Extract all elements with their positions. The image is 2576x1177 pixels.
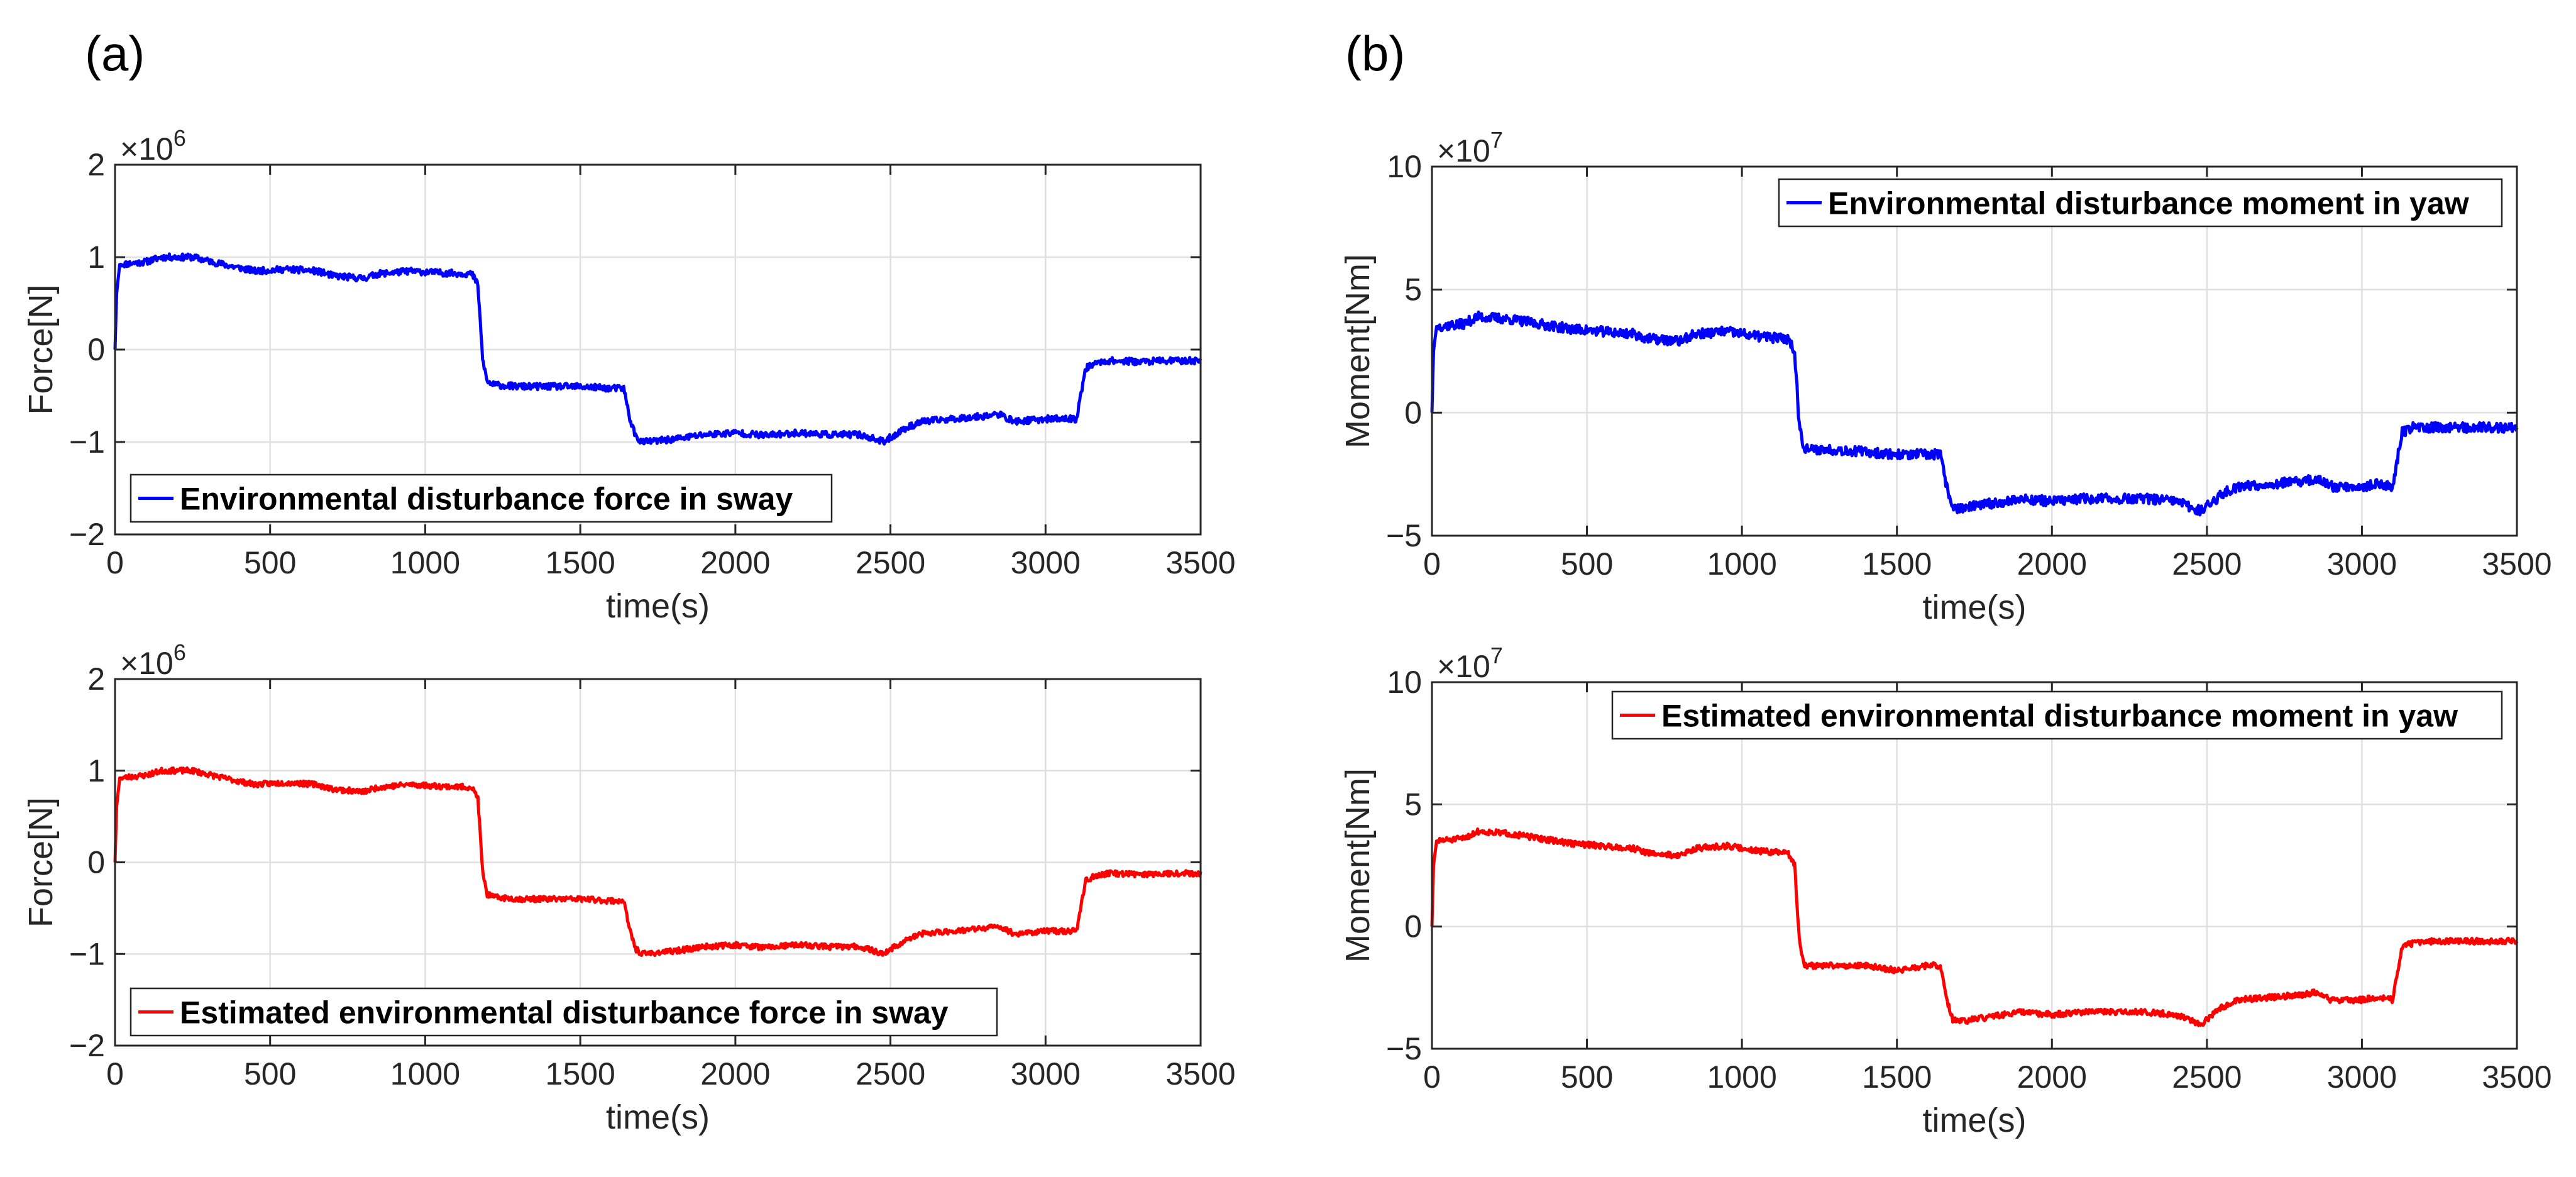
y-tick-label: 10: [1387, 149, 1422, 184]
axes-frame: [1431, 681, 2518, 1050]
x-tick-label: 2500: [2172, 546, 2242, 582]
axes-frame: [1431, 165, 2518, 537]
x-tick-label: 3500: [1165, 545, 1235, 580]
x-tick-label: 1000: [1707, 1059, 1777, 1095]
x-tick-label: 0: [1423, 546, 1441, 582]
x-tick-label: 1500: [546, 545, 615, 580]
x-tick-label: 1000: [390, 1056, 460, 1091]
x-axis-label: time(s): [606, 1098, 710, 1136]
legend: Estimated environmental disturbance mome…: [1611, 690, 2503, 740]
axis-exponent-base: ×10: [120, 131, 173, 167]
panel-label-a: (a): [85, 26, 145, 81]
axis-exponent-base: ×10: [120, 646, 173, 681]
series-line: [1430, 827, 2519, 1027]
y-tick-label: 2: [87, 147, 105, 182]
y-axis-label: Moment[Nm]: [1339, 254, 1377, 448]
x-tick-label: 1500: [546, 1056, 615, 1091]
y-tick-label: −5: [1386, 518, 1422, 553]
x-tick-label: 2500: [856, 1056, 925, 1091]
x-tick-label: 2000: [2017, 546, 2087, 582]
x-tick-label: 3500: [2482, 1059, 2551, 1095]
x-axis-label: time(s): [1923, 588, 2027, 626]
y-axis-label: Force[N]: [22, 284, 60, 414]
y-tick-label: −5: [1386, 1031, 1422, 1066]
axis-exponent-base: ×10: [1437, 649, 1490, 684]
y-tick-label: −1: [69, 424, 105, 460]
legend: Environmental disturbance moment in yaw: [1778, 178, 2503, 228]
y-tick-label: 1: [87, 753, 105, 788]
x-tick-label: 500: [1561, 546, 1613, 582]
axis-exponent: ×107: [1437, 127, 1503, 169]
x-tick-label: 2000: [700, 545, 770, 580]
x-tick-label: 2500: [856, 545, 925, 580]
x-tick-label: 1500: [1862, 546, 1932, 582]
y-tick-label: 0: [87, 332, 105, 367]
axis-exponent: ×107: [1437, 643, 1503, 684]
series-line: [113, 252, 1203, 446]
y-axis-label: Moment[Nm]: [1339, 768, 1377, 963]
series-line: [1430, 310, 2519, 517]
series-line: [113, 766, 1203, 958]
x-tick-label: 3000: [1011, 545, 1081, 580]
x-tick-label: 2000: [700, 1056, 770, 1091]
legend: Estimated environmental disturbance forc…: [129, 987, 998, 1037]
plot-area: [1432, 167, 2517, 536]
y-axis-label: Force[N]: [22, 797, 60, 927]
x-axis-label: time(s): [606, 587, 710, 625]
legend-label: Estimated environmental disturbance forc…: [180, 995, 949, 1031]
y-tick-label: 10: [1387, 665, 1422, 700]
y-tick-label: −2: [69, 517, 105, 552]
legend-box: [1778, 178, 2503, 228]
chart-2: 0 500 1000 1500 2000 2500 3000 3500 −2 −1 0 1 2 ×106 t…: [22, 639, 1236, 1136]
x-tick-label: 500: [244, 1056, 296, 1091]
legend-label: Estimated environmental disturbance mome…: [1661, 699, 2458, 734]
x-tick-label: 1500: [1862, 1059, 1932, 1095]
x-tick-label: 3000: [2327, 1059, 2397, 1095]
y-tick-label: 0: [1404, 909, 1422, 944]
x-tick-label: 3000: [1011, 1056, 1081, 1091]
chart-1: 0 500 1000 1500 2000 2500 3000 3500 −2 −1 0 1 2 ×106 t…: [22, 125, 1236, 625]
x-tick-label: 500: [244, 545, 296, 580]
x-tick-label: 500: [1561, 1059, 1613, 1095]
legend: Environmental disturbance force in sway: [129, 473, 833, 523]
panel-label-b: (b): [1345, 26, 1406, 81]
y-tick-label: 5: [1404, 272, 1422, 307]
y-tick-label: 0: [87, 845, 105, 880]
y-tick-label: −2: [69, 1028, 105, 1063]
x-tick-label: 0: [106, 1056, 124, 1091]
y-tick-label: −1: [69, 936, 105, 971]
axis-exponent-power: 6: [173, 639, 186, 665]
x-axis-label: time(s): [1923, 1102, 2027, 1139]
axis-exponent: ×106: [120, 125, 186, 167]
y-tick-label: 5: [1404, 787, 1422, 822]
axis-exponent-power: 6: [173, 125, 186, 151]
x-tick-label: 0: [1423, 1059, 1441, 1095]
axis-exponent-power: 7: [1490, 643, 1503, 668]
x-tick-label: 2500: [2172, 1059, 2242, 1095]
x-tick-label: 2000: [2017, 1059, 2087, 1095]
y-tick-label: 0: [1404, 395, 1422, 430]
y-tick-label: 1: [87, 240, 105, 275]
legend-label: Environmental disturbance force in sway: [180, 482, 793, 517]
x-tick-label: 1000: [390, 545, 460, 580]
x-tick-label: 3500: [2482, 546, 2551, 582]
axis-exponent: ×106: [120, 639, 186, 681]
plot-area: [1432, 682, 2517, 1049]
axis-exponent-base: ×10: [1437, 133, 1490, 169]
x-tick-label: 0: [106, 545, 124, 580]
legend-label: Environmental disturbance moment in yaw: [1828, 186, 2469, 221]
legend-box: [1611, 690, 2503, 740]
legend-box: [129, 473, 833, 523]
x-tick-label: 1000: [1707, 546, 1777, 582]
axis-exponent-power: 7: [1490, 127, 1503, 153]
legend-box: [129, 987, 998, 1037]
x-tick-label: 3500: [1165, 1056, 1235, 1091]
x-tick-label: 3000: [2327, 546, 2397, 582]
y-tick-label: 2: [87, 661, 105, 697]
